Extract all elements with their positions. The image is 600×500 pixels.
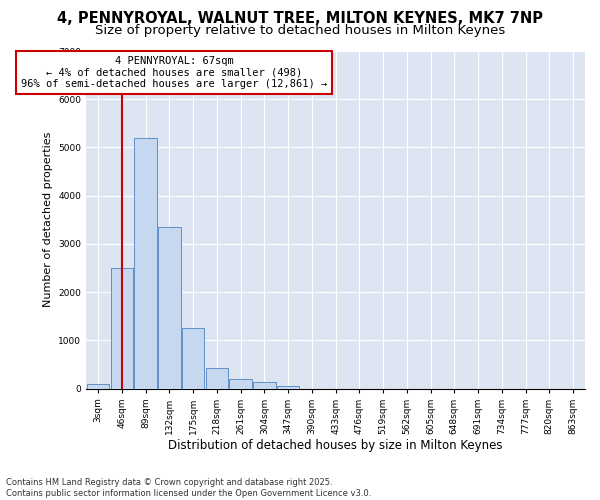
Bar bbox=[277, 386, 299, 388]
Bar bbox=[182, 328, 205, 388]
Bar bbox=[206, 368, 228, 388]
Bar bbox=[158, 227, 181, 388]
Text: 4, PENNYROYAL, WALNUT TREE, MILTON KEYNES, MK7 7NP: 4, PENNYROYAL, WALNUT TREE, MILTON KEYNE… bbox=[57, 11, 543, 26]
Bar bbox=[253, 382, 275, 388]
Bar bbox=[134, 138, 157, 388]
Text: Contains HM Land Registry data © Crown copyright and database right 2025.
Contai: Contains HM Land Registry data © Crown c… bbox=[6, 478, 371, 498]
Bar bbox=[229, 379, 252, 388]
Text: Size of property relative to detached houses in Milton Keynes: Size of property relative to detached ho… bbox=[95, 24, 505, 37]
Bar bbox=[110, 268, 133, 388]
Y-axis label: Number of detached properties: Number of detached properties bbox=[43, 132, 53, 308]
X-axis label: Distribution of detached houses by size in Milton Keynes: Distribution of detached houses by size … bbox=[169, 440, 503, 452]
Text: 4 PENNYROYAL: 67sqm
← 4% of detached houses are smaller (498)
96% of semi-detach: 4 PENNYROYAL: 67sqm ← 4% of detached hou… bbox=[21, 56, 327, 89]
Bar bbox=[87, 384, 109, 388]
